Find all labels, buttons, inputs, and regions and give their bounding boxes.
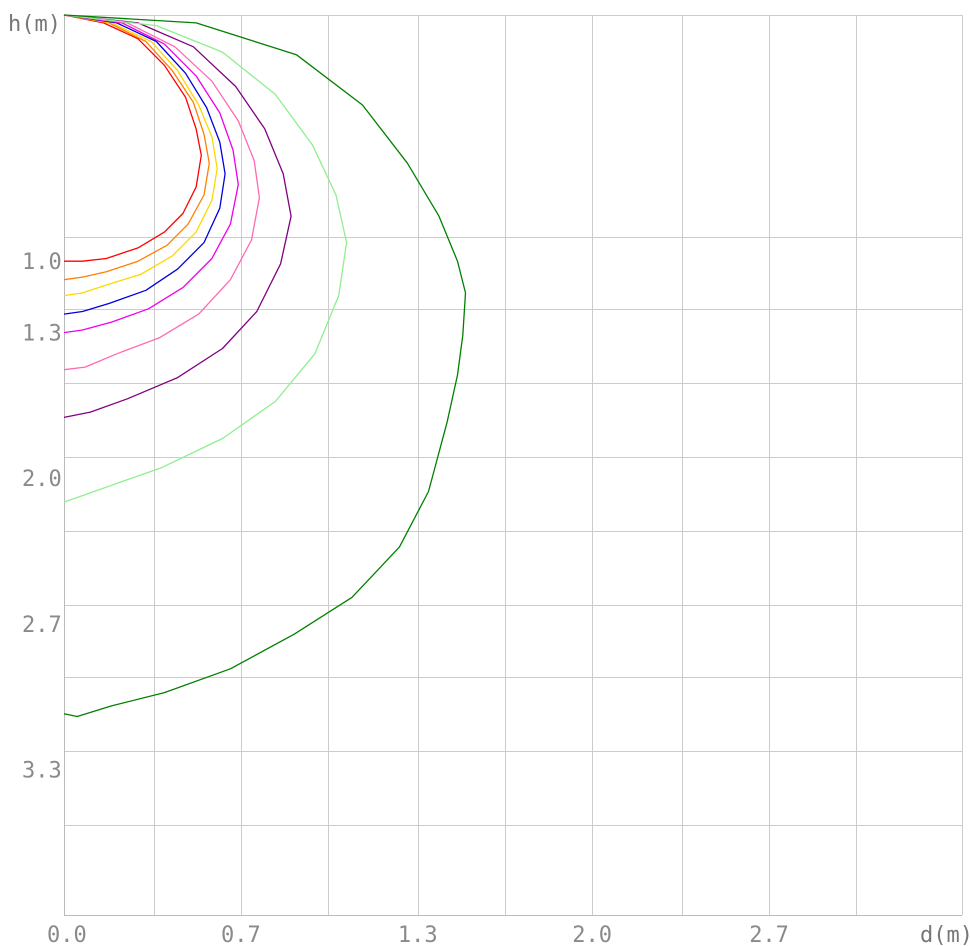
y-tick-label: 1.0 — [22, 250, 62, 275]
x-tick-label: 2.0 — [572, 923, 612, 946]
series-line — [63, 14, 261, 371]
y-tick-label: 2.0 — [22, 467, 62, 492]
y-tick-label: 1.3 — [22, 322, 62, 347]
axes — [64, 15, 962, 916]
series-line — [63, 14, 292, 419]
y-tick-label: 3.3 — [22, 758, 62, 783]
series-group — [63, 14, 467, 718]
series-line — [63, 14, 210, 281]
y-axis-title: h(m) — [8, 12, 61, 37]
x-tick-label: 0.0 — [47, 923, 87, 946]
series-line — [63, 14, 202, 262]
series-line — [63, 14, 218, 297]
grid — [64, 15, 963, 915]
y-tick-label: 2.7 — [22, 613, 62, 638]
tick-labels: 0.0 0.7 1.3 2.0 2.7 1.0 1.3 2.0 2.7 3.3 — [22, 250, 789, 946]
x-tick-label: 0.7 — [221, 923, 261, 946]
x-axis-title: d(m) — [920, 923, 970, 946]
x-tick-label: 2.7 — [749, 923, 789, 946]
series-line — [63, 14, 239, 334]
x-tick-label: 1.3 — [398, 923, 438, 946]
series-line — [63, 14, 467, 718]
series-line — [63, 14, 348, 503]
series-line — [63, 14, 226, 315]
